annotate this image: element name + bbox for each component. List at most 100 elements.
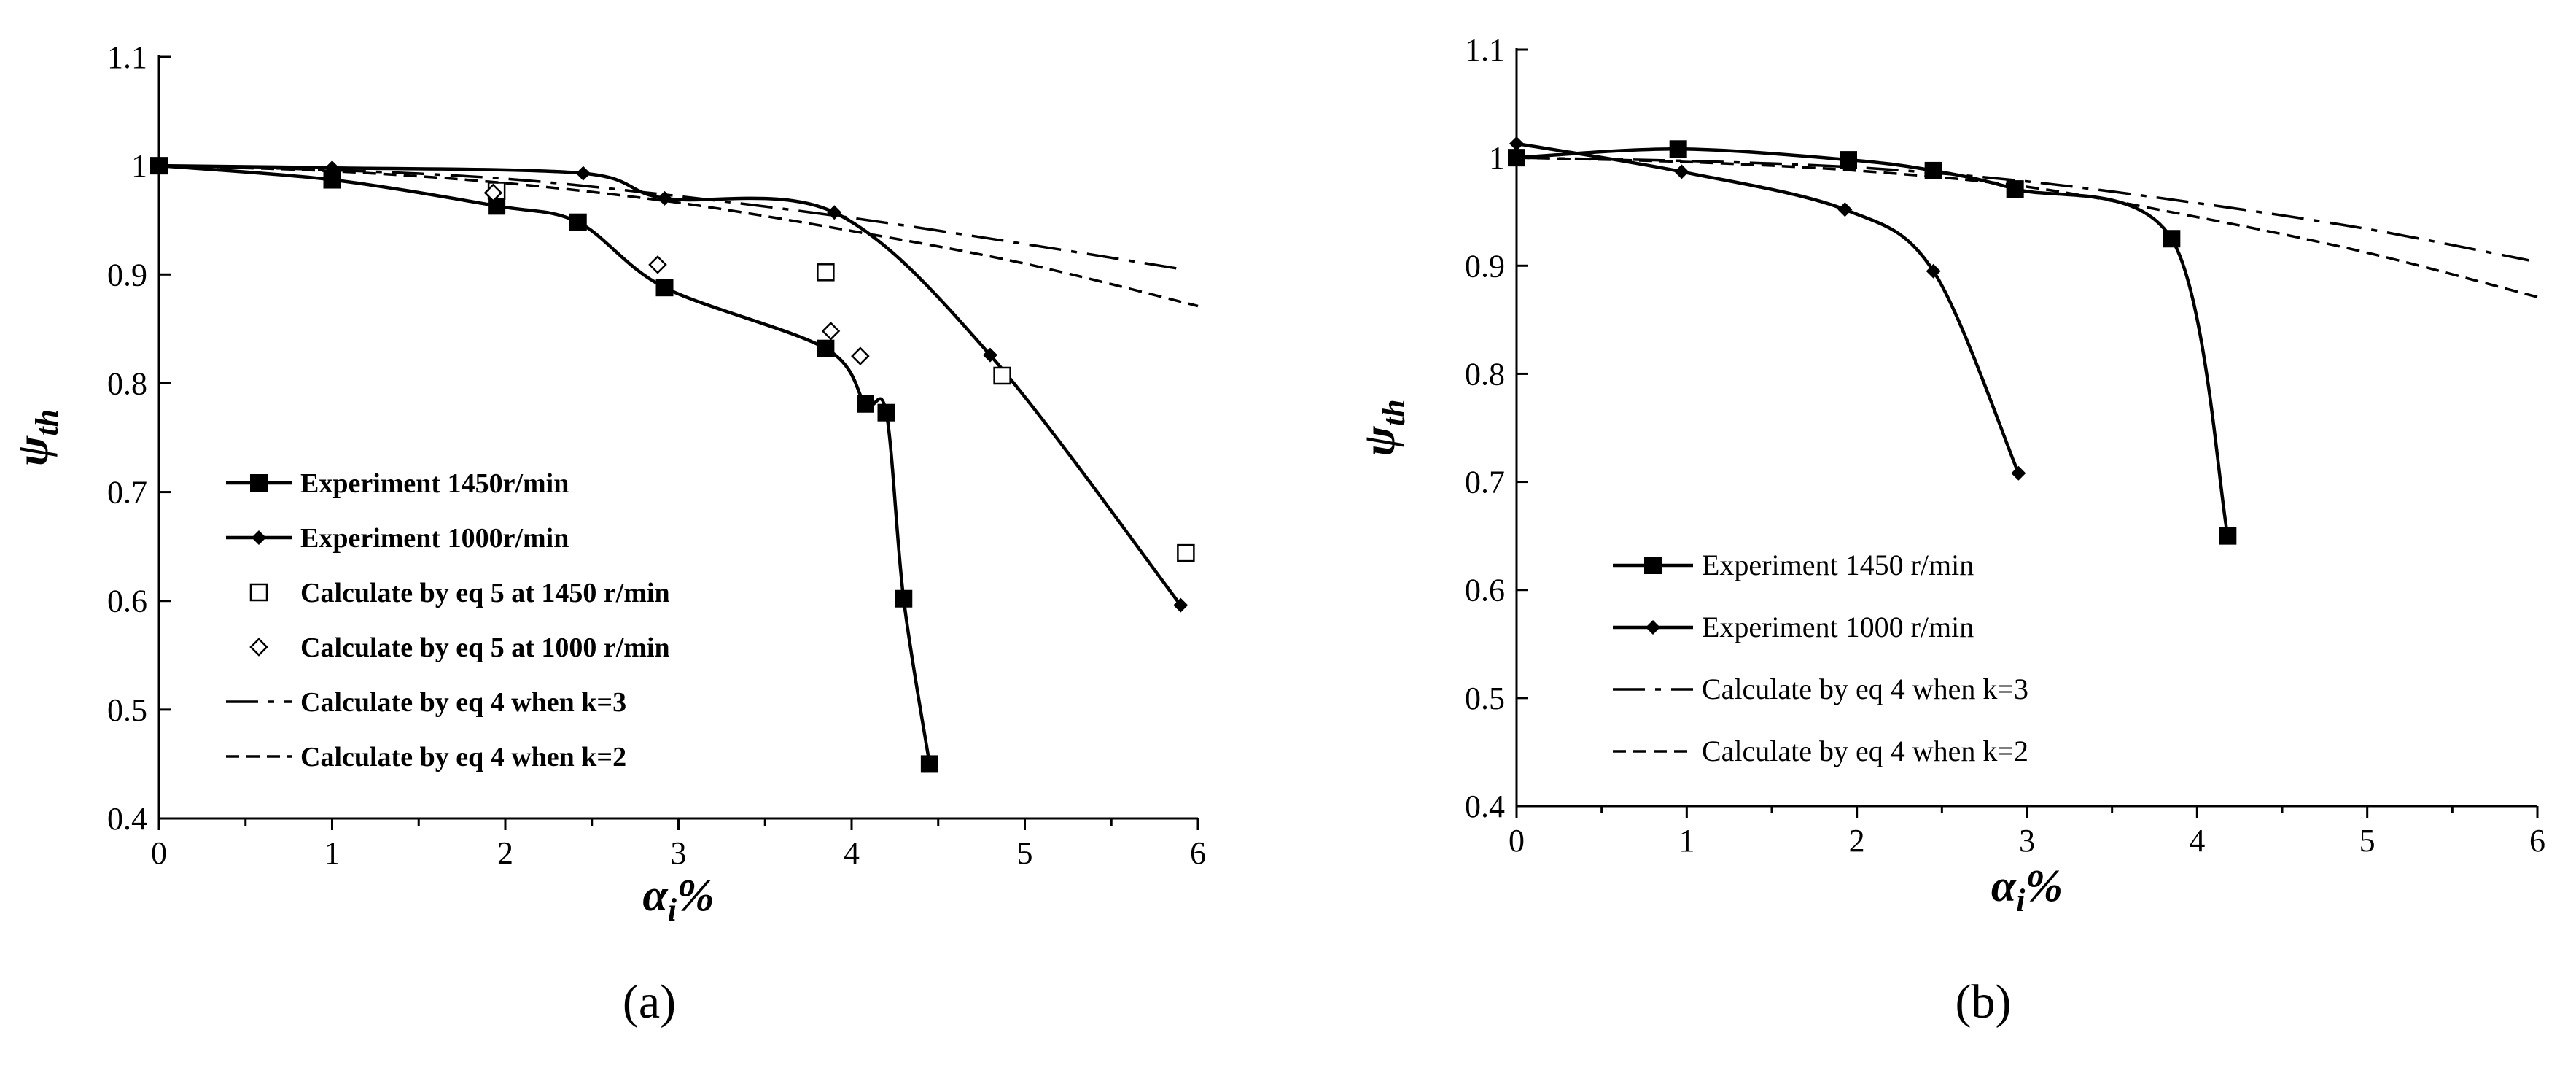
- chart-panel-b: 0.4 0.5 0.6 0.7 0.8 0.9 1 1.1 0 1 2 3 4 5 6 αi% ψth Exper…: [1355, 32, 2545, 1029]
- data-point: [483, 183, 503, 203]
- legend-swatch-marker: [249, 583, 268, 602]
- legend-entry: Calculate by eq 5 at 1000 r/min: [249, 632, 670, 663]
- x-tick-label: 6: [2529, 823, 2545, 859]
- series-calculate-by-eq-4-when-k-2: [1516, 156, 2538, 298]
- x-tick-label: 3: [2019, 823, 2035, 859]
- y-tick-label: 1: [131, 148, 147, 184]
- x-tick-label: 4: [2189, 823, 2205, 859]
- legend-swatch-marker: [252, 530, 266, 545]
- series-experiment-1000-r-min: [1509, 136, 2026, 481]
- data-point: [2163, 230, 2181, 248]
- y-tick-label: 0.6: [1465, 573, 1505, 608]
- legend-entry: Calculate by eq 4 when k=3: [226, 687, 626, 718]
- legend-entry: Experiment 1450 r/min: [1613, 549, 1974, 581]
- data-point: [655, 279, 674, 297]
- data-point: [1177, 543, 1195, 562]
- data-point: [2219, 527, 2237, 545]
- series-line: [158, 163, 932, 764]
- x-tick-label: 5: [1017, 835, 1033, 871]
- series-experiment-1000r-min: [152, 158, 1188, 613]
- data-point: [488, 197, 506, 215]
- data-point: [827, 205, 842, 220]
- series-line: [1516, 147, 2230, 537]
- y-tick-label: 0.9: [1465, 248, 1505, 284]
- x-tick-label: 0: [1509, 823, 1525, 859]
- data-point: [857, 395, 874, 413]
- data-point: [817, 263, 835, 282]
- x-tick-label: 6: [1190, 835, 1206, 871]
- y-tick-label: 0.7: [1465, 465, 1505, 500]
- x-tick-label: 1: [1678, 823, 1694, 859]
- legend-swatch-marker: [250, 474, 268, 492]
- y-tick-label: 1: [1489, 140, 1505, 176]
- x-tick-label: 4: [844, 835, 860, 871]
- y-tick-label: 0.6: [107, 584, 147, 619]
- data-point: [920, 755, 938, 773]
- data-point: [851, 346, 870, 365]
- series-experiment-1450-r-min: [1508, 140, 2237, 545]
- data-point: [1926, 263, 1941, 279]
- data-point: [1674, 164, 1689, 179]
- legend-swatch-marker: [1644, 557, 1662, 574]
- data-point: [657, 190, 672, 206]
- series-calculate-by-eq-5-at-1450-r-min: [487, 182, 1195, 562]
- legend-entry: Calculate by eq 4 when k=2: [226, 742, 626, 772]
- series-calculate-by-eq-4-when-k-2: [158, 164, 1199, 308]
- data-point: [821, 322, 841, 341]
- legend-swatch-marker: [1646, 620, 1660, 635]
- y-tick-label: 0.7: [107, 475, 147, 511]
- x-tick-label: 0: [151, 835, 167, 871]
- data-point: [1509, 136, 1524, 151]
- legend-label: Experiment 1450r/min: [300, 468, 569, 499]
- data-point: [983, 347, 997, 363]
- y-tick-label: 0.8: [107, 365, 147, 401]
- legend-entry: Calculate by eq 4 when k=3: [1613, 673, 2028, 705]
- data-point: [895, 589, 913, 608]
- legend-label: Experiment 1000r/min: [300, 523, 569, 554]
- legend-label: Calculate by eq 5 at 1000 r/min: [300, 632, 670, 663]
- legend-label: Calculate by eq 4 when k=3: [300, 687, 626, 718]
- series-experiment-1450r-min: [150, 157, 938, 773]
- series-calculate-by-eq-4-when-k-3: [1516, 156, 2529, 262]
- y-tick-label: 0.9: [107, 257, 147, 293]
- chart-panel-a: 0.4 0.5 0.6 0.7 0.8 0.9 1 1.1 0 1 2 3 4 5 6 αi% ψth Exper…: [8, 39, 1206, 1029]
- legend-entry: Experiment 1000 r/min: [1613, 611, 1974, 643]
- legend-label: Calculate by eq 5 at 1450 r/min: [300, 578, 670, 608]
- panel-label: (a): [623, 975, 676, 1029]
- y-tick-label: 1.1: [1465, 32, 1505, 68]
- data-point: [575, 166, 591, 181]
- x-tick-label: 2: [1849, 823, 1865, 859]
- x-axis-title: αi%: [1991, 861, 2063, 918]
- legend-entry: Experiment 1450r/min: [226, 468, 569, 499]
- x-axis-title: αi%: [642, 871, 714, 928]
- series-line: [1516, 142, 2020, 474]
- series-calculate-by-eq-4-when-k-3: [158, 164, 1181, 271]
- data-point: [1669, 140, 1687, 158]
- legend-label: Calculate by eq 4 when k=3: [1702, 673, 2028, 705]
- data-point: [569, 213, 587, 231]
- y-tick-label: 1.1: [107, 39, 147, 75]
- legend-label: Experiment 1450 r/min: [1702, 549, 1974, 581]
- series-line: [1516, 156, 2538, 298]
- legend-label: Experiment 1000 r/min: [1702, 611, 1974, 643]
- data-point: [817, 339, 835, 357]
- legend-label: Calculate by eq 4 when k=2: [300, 742, 626, 772]
- data-point: [1173, 597, 1188, 613]
- series-calculate-by-eq-5-at-1000-r-min: [483, 183, 870, 365]
- series-line: [158, 164, 1199, 308]
- x-tick-label: 3: [671, 835, 687, 871]
- data-point: [648, 255, 667, 274]
- panel-label: (b): [1956, 975, 2012, 1029]
- legend-swatch-marker: [249, 638, 268, 657]
- series-line: [1516, 156, 2529, 262]
- x-tick-label: 1: [324, 835, 341, 871]
- legend-entry: Calculate by eq 4 when k=2: [1613, 735, 2028, 767]
- y-tick-label: 0.5: [107, 692, 147, 728]
- y-tick-label: 0.4: [1465, 789, 1505, 824]
- y-tick-label: 0.8: [1465, 356, 1505, 392]
- legend-entry: Calculate by eq 5 at 1450 r/min: [249, 578, 670, 608]
- y-tick-label: 0.5: [1465, 681, 1505, 716]
- data-point: [2011, 465, 2026, 481]
- data-point: [2006, 180, 2024, 198]
